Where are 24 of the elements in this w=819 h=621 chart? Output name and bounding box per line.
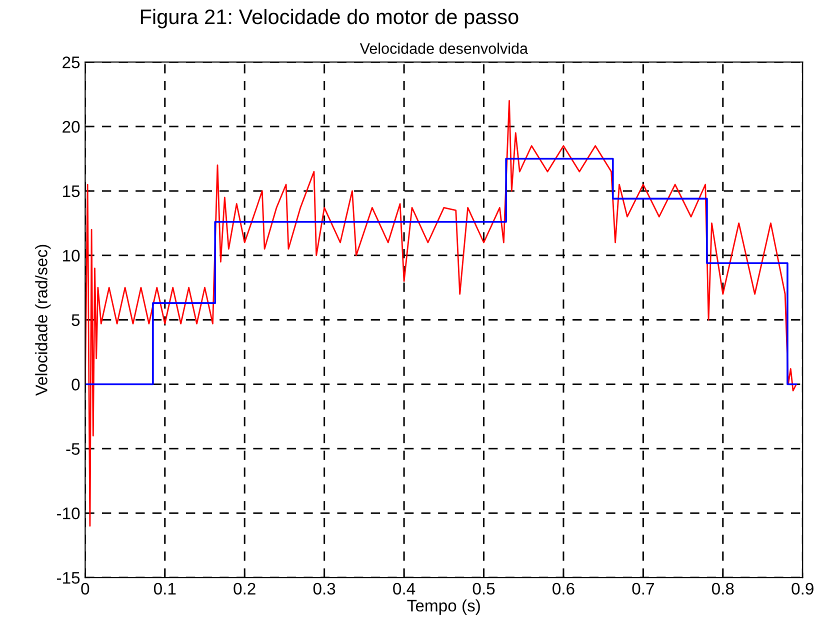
y-tick-label: 10	[63, 250, 80, 262]
y-tick-label: 25	[62, 56, 80, 68]
y-tick-label: 5	[72, 314, 80, 326]
y-tick-label: 20	[62, 120, 80, 133]
y-tick-label: 15	[63, 186, 80, 198]
x-tick-label: 0.8	[712, 582, 734, 595]
y-tick-label: -15	[56, 572, 80, 584]
y-tick-label: -5	[66, 443, 80, 455]
y-tick-label: -10	[56, 508, 80, 520]
x-tick-label: 0.1	[154, 582, 176, 595]
y-tick-label: 0	[72, 378, 80, 390]
chart-subtitle: Velocidade desenvolvida	[360, 42, 528, 54]
x-tick-label: 0.2	[234, 582, 256, 595]
x-axis-title: Tempo (s)	[407, 599, 480, 615]
x-tick-label: 0.9	[792, 582, 814, 595]
x-tick-label: 0	[81, 582, 90, 595]
x-tick-label: 0.7	[632, 582, 654, 595]
x-tick-label: 0.6	[552, 582, 574, 595]
y-axis-title: Velocidade (rad/sec)	[35, 244, 51, 396]
x-tick-label: 0.5	[472, 582, 495, 595]
line-series	[85, 100, 797, 527]
x-tick-label: 0.3	[313, 582, 336, 595]
chart-title: Figura 21: Velocidade do motor de passo	[140, 8, 518, 28]
x-tick-label: 0.4	[393, 582, 416, 595]
